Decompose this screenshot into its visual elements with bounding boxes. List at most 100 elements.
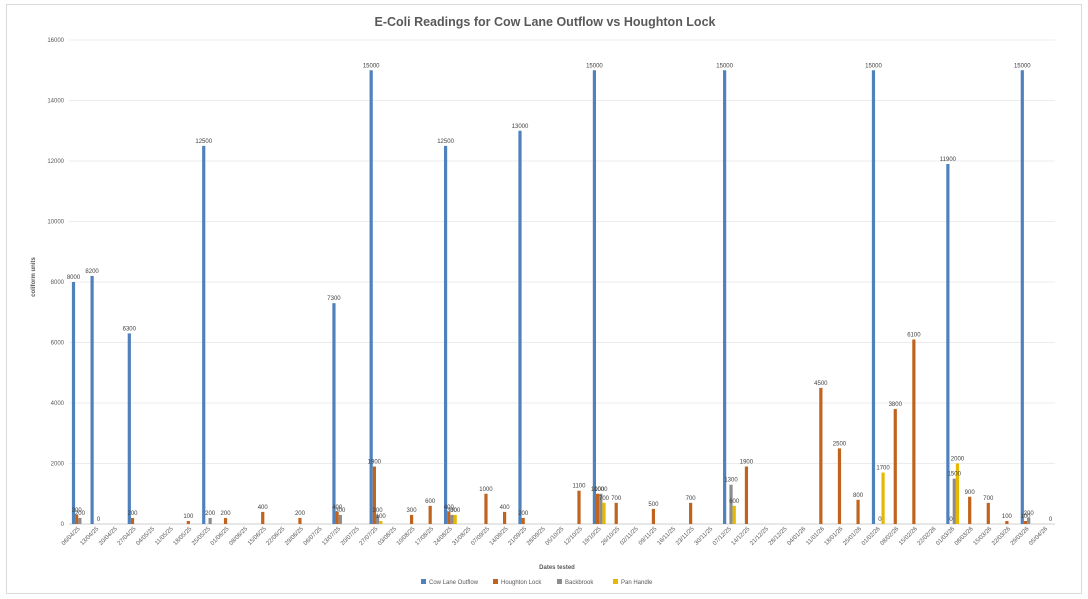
x-tick-label: 04/05/25 bbox=[135, 526, 156, 547]
bar-backbrook bbox=[952, 478, 956, 524]
data-label: 1000 bbox=[479, 487, 493, 493]
x-tick-label: 20/07/25 bbox=[340, 526, 361, 547]
bar-houghton-lock bbox=[521, 517, 525, 524]
x-tick-label: 01/03/26 bbox=[935, 526, 956, 547]
x-tick-label: 21/12/25 bbox=[749, 526, 770, 547]
legend-swatch bbox=[421, 579, 426, 584]
data-label: 15000 bbox=[363, 63, 380, 69]
data-label: 15000 bbox=[865, 63, 882, 69]
bar-houghton-lock bbox=[261, 511, 265, 524]
data-label: 700 bbox=[686, 496, 697, 502]
y-tick-label: 14000 bbox=[47, 99, 64, 105]
x-tick-label: 08/02/26 bbox=[880, 526, 901, 547]
x-tick-label: 04/01/26 bbox=[787, 526, 808, 547]
bar-cow-lane-outflow bbox=[518, 130, 522, 524]
x-tick-label: 08/06/25 bbox=[228, 526, 249, 547]
y-axis-title: coliform units bbox=[31, 257, 37, 297]
bar-houghton-lock bbox=[651, 508, 656, 524]
bar-houghton-lock bbox=[856, 499, 860, 524]
data-label: 300 bbox=[72, 508, 83, 514]
data-label: 1700 bbox=[876, 466, 890, 472]
data-label: 300 bbox=[335, 508, 346, 514]
data-label: 400 bbox=[258, 505, 269, 511]
x-tick-label: 15/03/26 bbox=[973, 526, 994, 547]
x-tick-label: 01/06/25 bbox=[210, 526, 231, 547]
bar-houghton-lock bbox=[744, 466, 749, 524]
bar-houghton-lock bbox=[186, 520, 190, 524]
data-label: 3800 bbox=[889, 402, 903, 408]
chart-title: E-Coli Readings for Cow Lane Outflow vs … bbox=[375, 15, 716, 29]
data-label: 400 bbox=[444, 505, 455, 511]
data-label: 700 bbox=[611, 496, 622, 502]
data-label: 1000 bbox=[591, 487, 605, 493]
x-tick-label: 29/06/25 bbox=[284, 526, 305, 547]
data-label: 2500 bbox=[833, 441, 847, 447]
data-label: 200 bbox=[295, 511, 306, 517]
x-tick-label: 25/05/25 bbox=[191, 526, 212, 547]
legend-swatch bbox=[493, 579, 498, 584]
data-label: 1900 bbox=[740, 460, 754, 466]
x-tick-label: 19/10/25 bbox=[582, 526, 603, 547]
data-label: 6300 bbox=[123, 326, 137, 332]
bar-houghton-lock bbox=[428, 505, 432, 524]
bar-backbrook bbox=[1027, 517, 1031, 524]
bar-houghton-lock bbox=[893, 409, 897, 524]
x-tick-label: 13/07/25 bbox=[321, 526, 342, 547]
y-tick-label: 6000 bbox=[51, 341, 65, 347]
x-tick-label: 06/07/25 bbox=[303, 526, 324, 547]
data-label: 500 bbox=[648, 502, 659, 508]
x-tick-label: 28/12/25 bbox=[768, 526, 789, 547]
x-tick-label: 18/01/26 bbox=[824, 526, 845, 547]
x-tick-label: 27/04/25 bbox=[117, 526, 138, 547]
legend-swatch bbox=[613, 579, 618, 584]
gridlines bbox=[69, 39, 1055, 525]
data-label: 8000 bbox=[67, 275, 81, 281]
data-label: 15000 bbox=[1014, 63, 1031, 69]
bar-pan-handle bbox=[955, 463, 960, 524]
x-tick-label: 12/10/25 bbox=[563, 526, 584, 547]
data-label: 15000 bbox=[586, 63, 603, 69]
bar-houghton-lock bbox=[837, 448, 842, 524]
data-label: 700 bbox=[599, 496, 610, 502]
bar-backbrook bbox=[599, 493, 603, 524]
bar-backbrook bbox=[450, 514, 454, 524]
data-label: 1900 bbox=[368, 460, 382, 466]
data-label: 200 bbox=[221, 511, 232, 517]
bar-houghton-lock bbox=[372, 466, 376, 524]
data-label: 12500 bbox=[437, 139, 454, 145]
bar-backbrook bbox=[78, 517, 82, 524]
x-tick-label: 24/08/25 bbox=[433, 526, 454, 547]
data-label: 0 bbox=[878, 517, 882, 523]
x-tick-label: 28/09/25 bbox=[526, 526, 547, 547]
data-label: 200 bbox=[128, 511, 139, 517]
bar-cow-lane-outflow bbox=[1020, 70, 1024, 524]
x-tick-label: 22/06/25 bbox=[266, 526, 287, 547]
data-label: 100 bbox=[1002, 514, 1013, 520]
bar-pan-handle bbox=[379, 520, 383, 524]
legend-label: Backbrook bbox=[565, 580, 594, 586]
data-label: 11900 bbox=[940, 157, 957, 163]
bar-houghton-lock bbox=[502, 511, 507, 524]
data-label: 300 bbox=[407, 508, 418, 514]
data-label: 600 bbox=[425, 499, 436, 505]
x-tick-label: 05/04/26 bbox=[1028, 526, 1049, 547]
bar-cow-lane-outflow bbox=[127, 333, 131, 524]
x-tick-label: 10/08/25 bbox=[396, 526, 417, 547]
legend-label: Cow Lane Outflow bbox=[429, 580, 479, 586]
bar-houghton-lock bbox=[409, 514, 414, 524]
y-tick-label: 16000 bbox=[47, 38, 64, 44]
x-tick-label: 22/03/26 bbox=[991, 526, 1012, 547]
legend-swatch bbox=[557, 579, 562, 584]
y-tick-label: 2000 bbox=[51, 462, 65, 468]
x-tick-label: 01/02/26 bbox=[861, 526, 882, 547]
data-label: 800 bbox=[853, 493, 864, 499]
data-label: 100 bbox=[1020, 514, 1031, 520]
bar-backbrook bbox=[338, 514, 342, 524]
data-label: 100 bbox=[183, 514, 194, 520]
data-label: 1000 bbox=[594, 487, 608, 493]
data-label: 700 bbox=[983, 496, 994, 502]
data-label: 0 bbox=[949, 517, 953, 523]
bar-houghton-lock bbox=[1005, 520, 1009, 524]
bar-backbrook bbox=[375, 514, 380, 524]
y-tick-label: 10000 bbox=[47, 220, 64, 226]
